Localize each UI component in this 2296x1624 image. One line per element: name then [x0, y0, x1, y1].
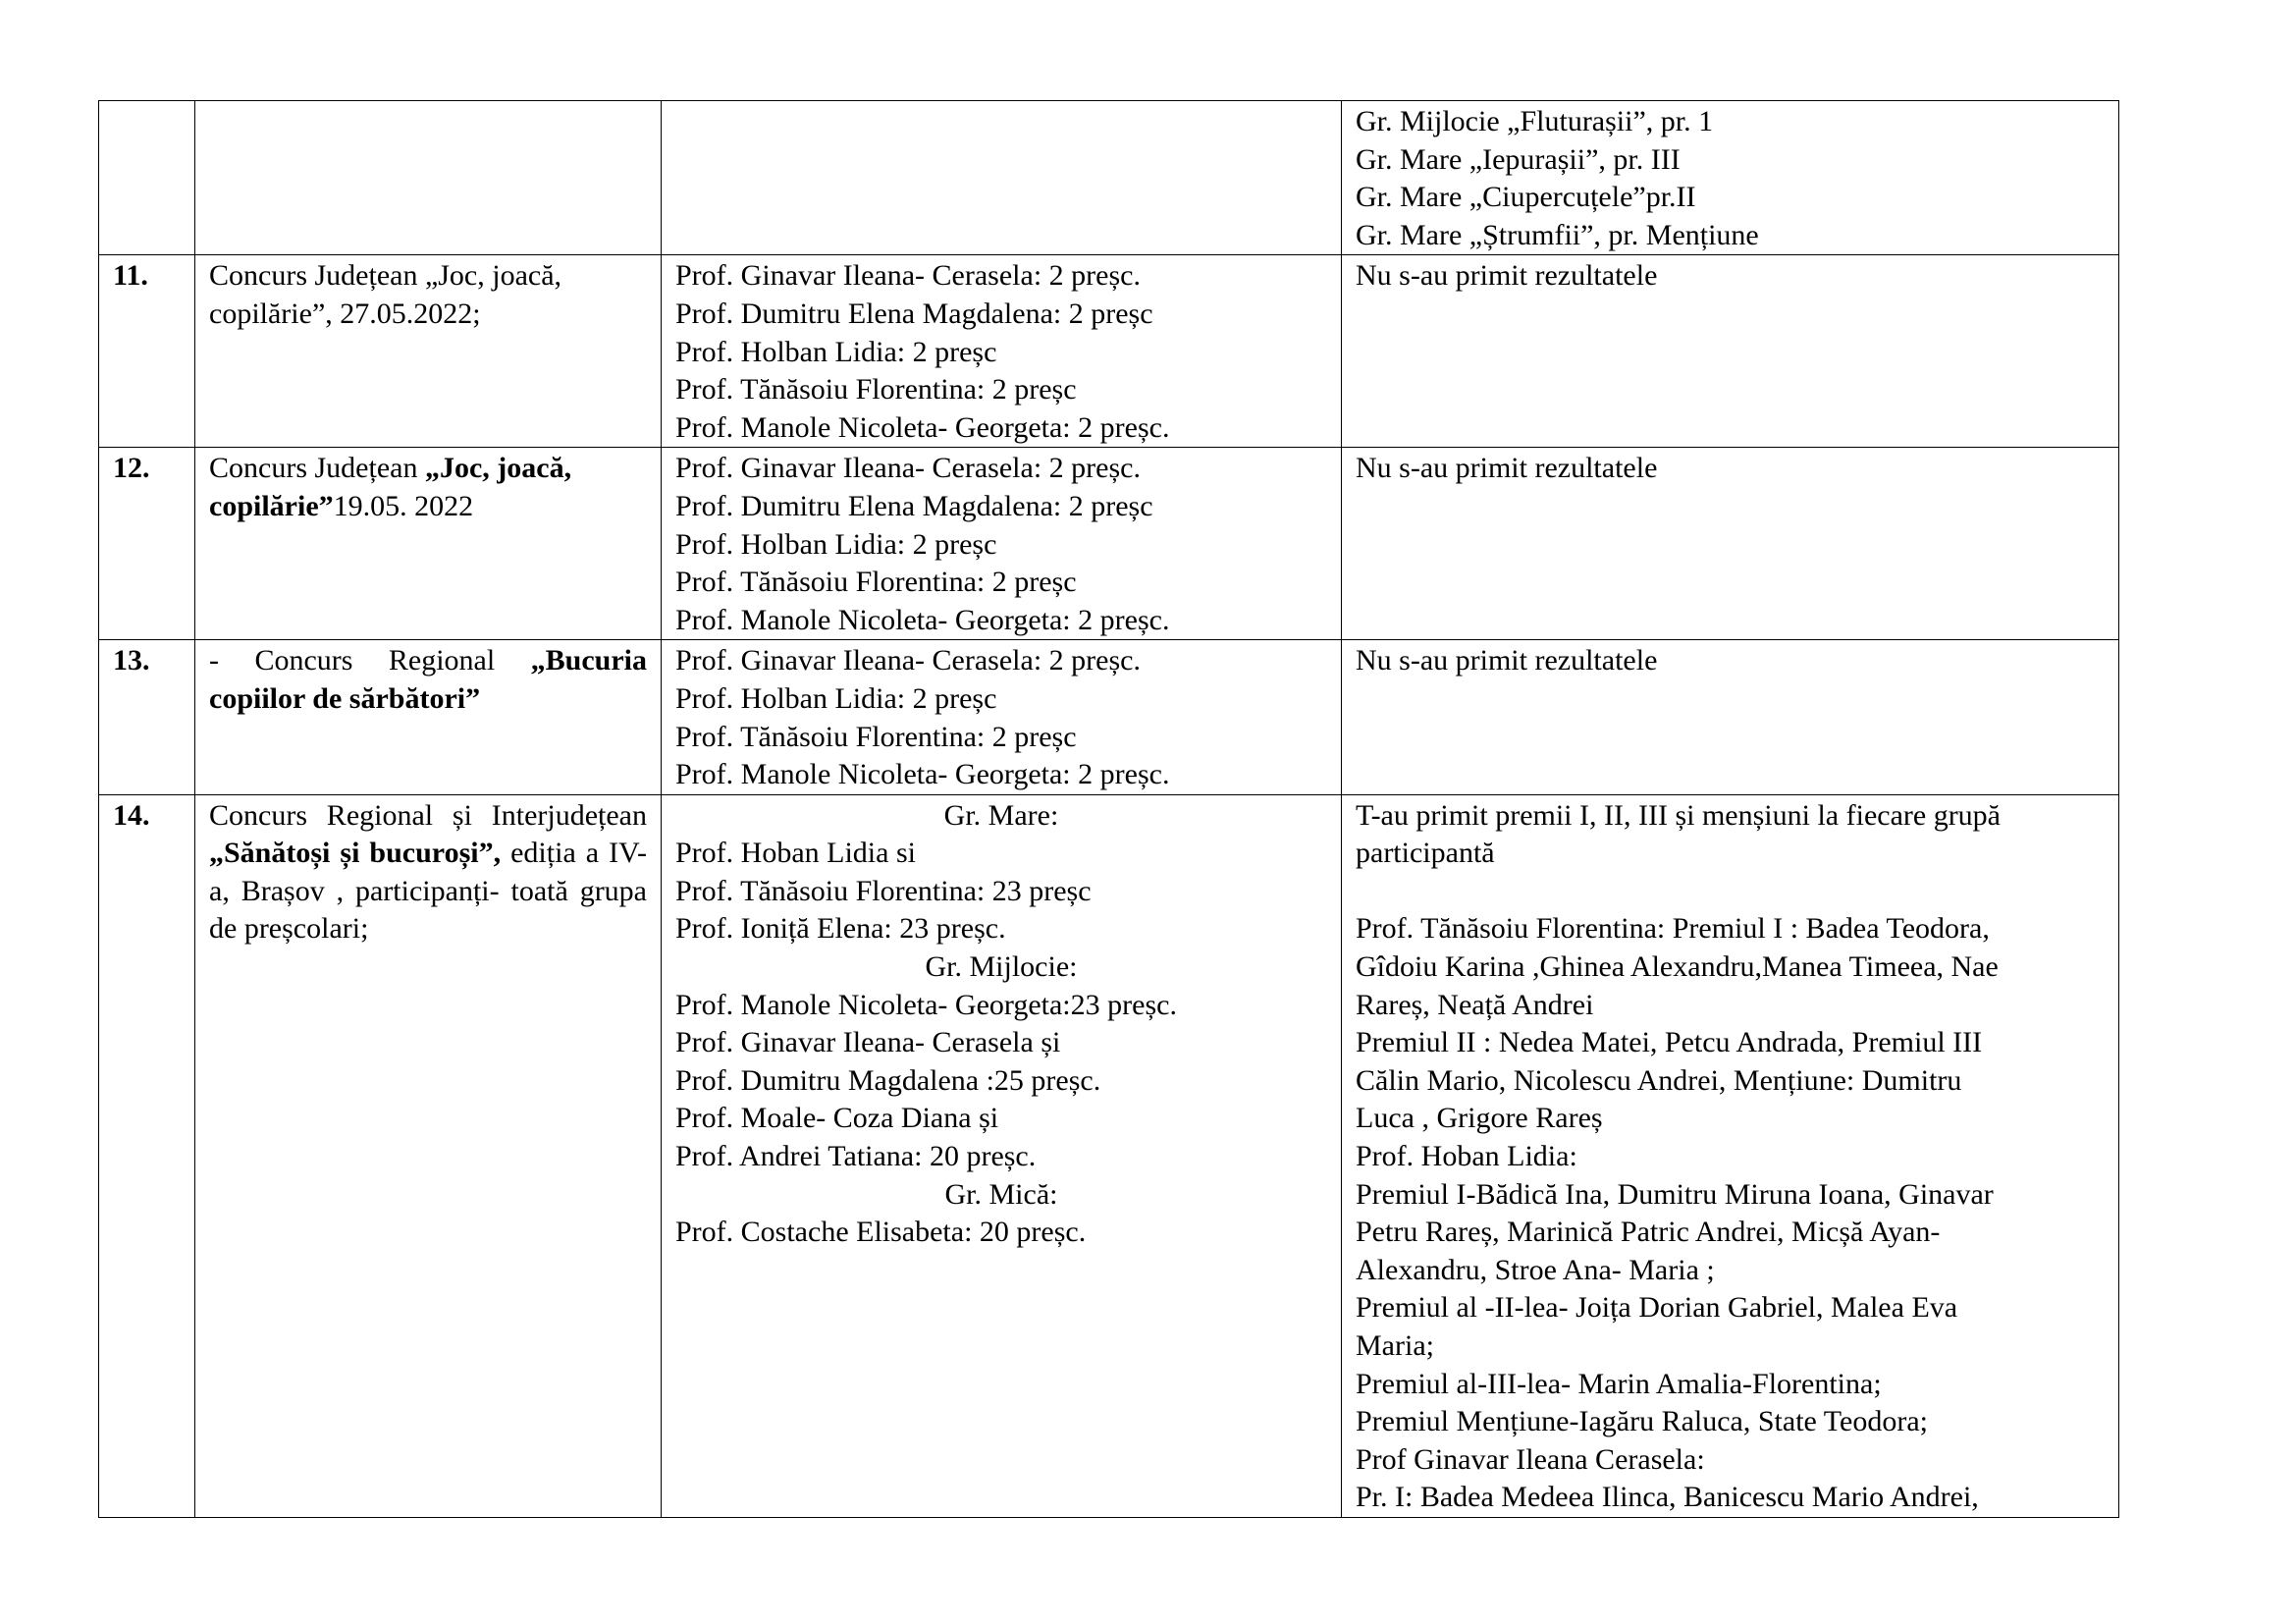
result-line: Premiul al-III-lea- Marin Amalia-Florent… — [1356, 1367, 1882, 1400]
participant-line: Prof. Dumitru Magdalena :25 preșc. — [675, 1063, 1101, 1097]
competitions-table: Gr. Mijlocie „Fluturașii”, pr. 1 Gr. Mare… — [98, 99, 2119, 1518]
group-heading: Gr. Mică: — [944, 1177, 1058, 1211]
result-line: Prof Ginavar Ileana Cerasela: — [1356, 1442, 1705, 1476]
results-cell: Nu s-au primit rezultatele — [1341, 254, 2119, 449]
result-line: Petru Rareș, Marinică Patric Andrei, Mic… — [1356, 1216, 1941, 1249]
participant-line: Prof. Holban Lidia: 2 preșc — [675, 335, 997, 368]
participant-line: Prof. Manole Nicoleta- Georgeta: 2 preșc… — [675, 758, 1170, 791]
group-heading: Gr. Mijlocie: — [925, 950, 1078, 984]
participant-line: Prof. Manole Nicoleta- Georgeta:23 preșc… — [675, 988, 1177, 1021]
table-row: 12. Concurs Județean „Joc, joacă, copilăr… — [98, 447, 2119, 641]
participant-line: Prof. Hoban Lidia si — [675, 837, 916, 870]
participant-line: Prof. Ginavar Ileana- Cerasela: 2 preșc. — [675, 644, 1141, 677]
participant-line: Prof. Ginavar Ileana- Cerasela: 2 preșc. — [675, 259, 1141, 293]
result-line: Rareș, Neață Andrei — [1356, 988, 1594, 1021]
participants-cell: Prof. Ginavar Ileana- Cerasela: 2 preșc.… — [661, 639, 1342, 795]
result-line: Premiul Mențiune-Iagăru Raluca, State Te… — [1356, 1405, 1928, 1438]
results-cell: Gr. Mijlocie „Fluturașii”, pr. 1 Gr. Mare… — [1341, 99, 2119, 256]
result-line: Călin Mario, Nicolescu Andrei, Mențiune:… — [1356, 1063, 1962, 1097]
result-line: Gîdoiu Karina ,Ghinea Alexandru,Manea Ti… — [1356, 950, 1999, 984]
row-number-cell: 11. — [98, 254, 195, 449]
result-line: Gr. Mare „Ștrumfii”, pr. Mențiune — [1356, 218, 1759, 251]
row-number: 14. — [113, 798, 150, 832]
table-row: Gr. Mijlocie „Fluturașii”, pr. 1 Gr. Mare… — [98, 99, 2119, 256]
event-title: „Joc, joacă, copilărie” — [209, 452, 572, 522]
participant-line: Prof. Ioniță Elena: 23 preșc. — [675, 912, 1006, 946]
result-line: Alexandru, Stroe Ana- Maria ; — [1356, 1253, 1715, 1286]
row-number: 11. — [113, 259, 148, 293]
results-cell: Nu s-au primit rezultatele — [1341, 447, 2119, 641]
result-line: Prof. Tănăsoiu Florentina: Premiul I : B… — [1356, 912, 1990, 946]
participant-line: Prof. Dumitru Elena Magdalena: 2 preșc — [675, 489, 1153, 522]
row-number: 13. — [113, 644, 150, 677]
table-body: Gr. Mijlocie „Fluturașii”, pr. 1 Gr. Mare… — [98, 99, 2119, 1518]
table-row: 11. Concurs Județean „Joc, joacă, copilăr… — [98, 254, 2119, 449]
result-line: Prof. Hoban Lidia: — [1356, 1140, 1577, 1173]
event-title: „Bucuria copiilor de sărbători” — [209, 644, 647, 715]
participant-line: Prof. Dumitru Elena Magdalena: 2 preșc — [675, 297, 1153, 330]
event-cell — [194, 99, 662, 256]
event-cell: Concurs Regional și Interjudețean „Sănăt… — [194, 793, 662, 1518]
event-title: „Sănătoși și bucuroși”, — [209, 837, 502, 870]
results-cell: T-au primit premii I, II, III și menșiun… — [1341, 793, 2119, 1518]
result-line: Nu s-au primit rezultatele — [1356, 452, 1658, 485]
participant-line: Prof. Ginavar Ileana- Cerasela: 2 preșc. — [675, 452, 1141, 485]
result-line: Nu s-au primit rezultatele — [1356, 259, 1658, 293]
table-row: 13. - Concurs Regional „Bucuria copiilor … — [98, 639, 2119, 795]
result-line — [1356, 873, 2105, 911]
participants-cell: Prof. Ginavar Ileana- Cerasela: 2 preșc.… — [661, 447, 1342, 641]
event-text: - Concurs Regional — [209, 644, 531, 677]
event-text: Concurs Regional și Interjudețean — [209, 798, 647, 832]
group-heading: Gr. Mare: — [943, 798, 1059, 832]
participants-cell: Gr. Mare: Prof. Hoban Lidia si Prof. Tănăs… — [661, 793, 1342, 1518]
event-text: 19.05. 2022 — [333, 489, 474, 522]
participant-line: Prof. Costache Elisabeta: 20 preșc. — [675, 1216, 1087, 1249]
participant-line: Prof. Moale- Coza Diana și — [675, 1102, 999, 1135]
result-line: Pr. I: Badea Medeea Ilinca, Banicescu Ma… — [1356, 1481, 1979, 1514]
result-line: Gr. Mijlocie „Fluturașii”, pr. 1 — [1356, 105, 1714, 137]
result-line: Premiul al -II-lea- Joița Dorian Gabriel… — [1356, 1291, 1958, 1325]
result-line: Gr. Mare „Ciupercuțele”pr.II — [1356, 181, 1696, 214]
participant-line: Prof. Tănăsoiu Florentina: 2 preșc — [675, 566, 1077, 599]
participants-cell — [661, 99, 1342, 256]
event-text: Concurs Județean „Joc, joacă, copilărie”… — [209, 259, 562, 330]
participant-line: Prof. Holban Lidia: 2 preșc — [675, 681, 997, 715]
event-text: Concurs Județean — [209, 452, 425, 485]
participant-line: Prof. Manole Nicoleta- Georgeta: 2 preșc… — [675, 410, 1170, 444]
result-line: Luca , Grigore Rareș — [1356, 1102, 1603, 1135]
result-line: Premiul I-Bădică Ina, Dumitru Miruna Ioa… — [1356, 1177, 1994, 1211]
result-line: Gr. Mare „Iepurașii”, pr. III — [1356, 142, 1681, 176]
result-line: participantă — [1356, 837, 1495, 870]
row-number-cell: 13. — [98, 639, 195, 795]
participant-line: Prof. Tănăsoiu Florentina: 2 preșc — [675, 720, 1077, 753]
row-number: 12. — [113, 452, 150, 485]
row-number-cell — [98, 99, 195, 256]
event-text: ediția a IV-a, Brașov , participanți- to… — [209, 837, 648, 946]
row-number-cell: 14. — [98, 793, 195, 1518]
result-line: Nu s-au primit rezultatele — [1356, 644, 1658, 677]
participant-line: Prof. Manole Nicoleta- Georgeta: 2 preșc… — [675, 603, 1170, 636]
participant-line: Prof. Ginavar Ileana- Cerasela și — [675, 1026, 1061, 1059]
participant-line: Prof. Tănăsoiu Florentina: 23 preșc — [675, 874, 1092, 907]
participants-cell: Prof. Ginavar Ileana- Cerasela: 2 preșc.… — [661, 254, 1342, 449]
result-line: Premiul II : Nedea Matei, Petcu Andrada,… — [1356, 1026, 1983, 1059]
row-number-cell: 12. — [98, 447, 195, 641]
results-cell: Nu s-au primit rezultatele — [1341, 639, 2119, 795]
event-cell: Concurs Județean „Joc, joacă, copilărie”… — [194, 447, 662, 641]
event-cell: - Concurs Regional „Bucuria copiilor de … — [194, 639, 662, 795]
result-line: Maria; — [1356, 1329, 1434, 1362]
participant-line: Prof. Holban Lidia: 2 preșc — [675, 527, 997, 561]
table-row: 14. Concurs Regional și Interjudețean „Să… — [98, 793, 2119, 1518]
result-line: T-au primit premii I, II, III și menșiun… — [1356, 798, 2001, 832]
participant-line: Prof. Tănăsoiu Florentina: 2 preșc — [675, 373, 1077, 406]
event-cell: Concurs Județean „Joc, joacă, copilărie”… — [194, 254, 662, 449]
participant-line: Prof. Andrei Tatiana: 20 preșc. — [675, 1140, 1037, 1173]
